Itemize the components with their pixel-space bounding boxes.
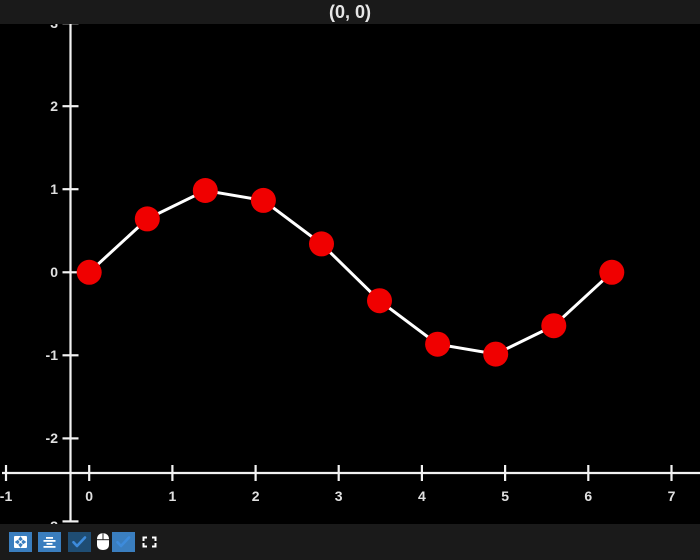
svg-text:-1: -1 <box>0 488 12 504</box>
svg-text:-2: -2 <box>46 430 59 446</box>
svg-text:4: 4 <box>418 488 426 504</box>
svg-text:5: 5 <box>501 488 509 504</box>
svg-text:1: 1 <box>50 181 58 197</box>
svg-text:2: 2 <box>252 488 260 504</box>
svg-text:0: 0 <box>85 488 93 504</box>
svg-text:1: 1 <box>169 488 177 504</box>
svg-text:6: 6 <box>584 488 592 504</box>
svg-text:7: 7 <box>668 488 676 504</box>
svg-text:2: 2 <box>50 98 58 114</box>
svg-text:3: 3 <box>50 24 58 31</box>
svg-text:3: 3 <box>335 488 343 504</box>
svg-text:-1: -1 <box>46 347 59 363</box>
svg-text:0: 0 <box>50 264 58 280</box>
